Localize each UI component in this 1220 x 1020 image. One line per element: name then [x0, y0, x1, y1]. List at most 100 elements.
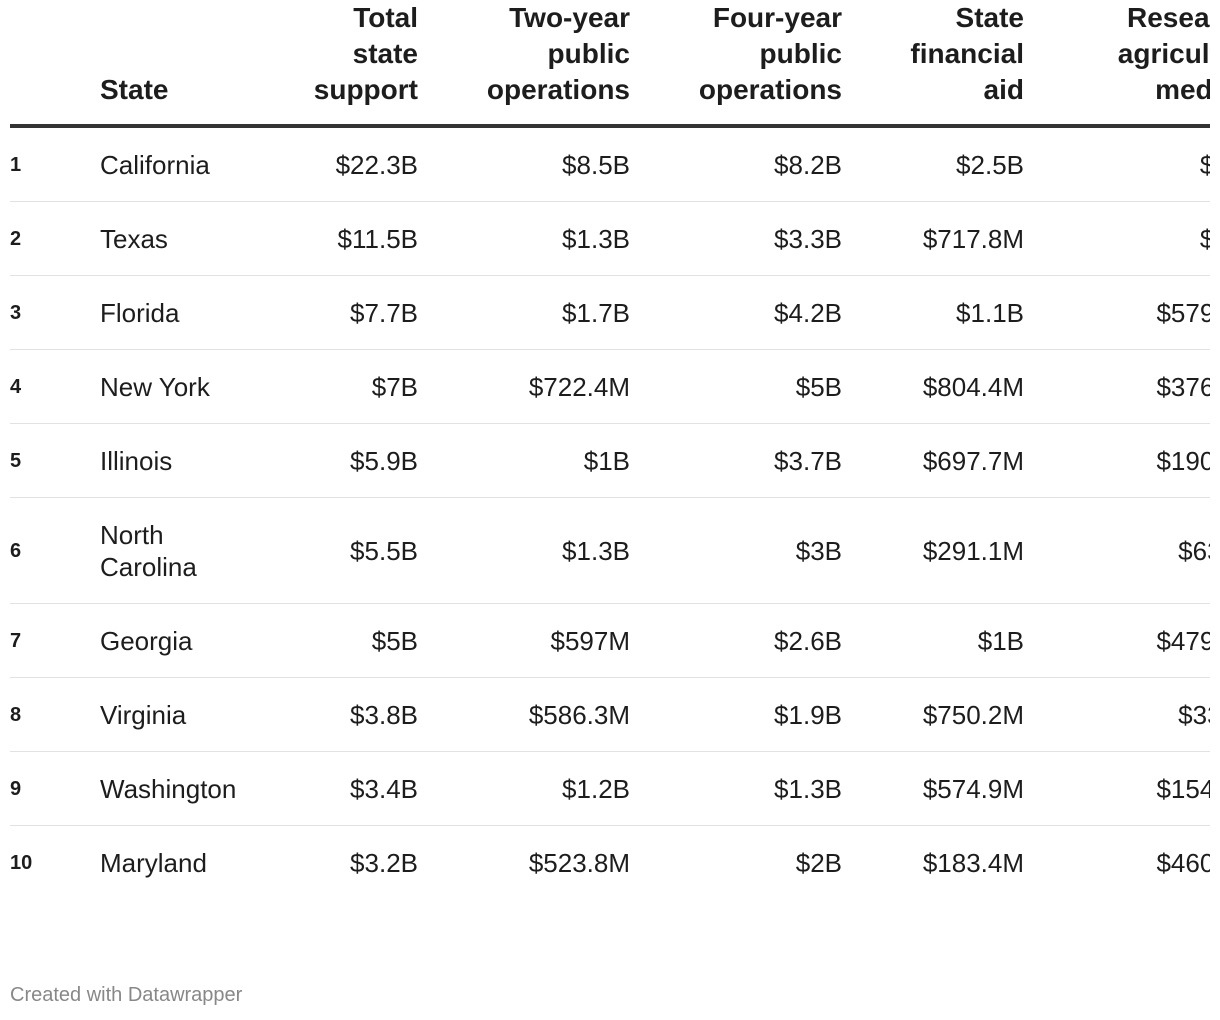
header-line: public	[759, 38, 842, 69]
value-cell: $804.4M	[842, 349, 1024, 424]
value-cell: $1B	[842, 603, 1024, 678]
value-cell: $460.3	[1156, 847, 1210, 878]
rank-cell: 5	[10, 423, 100, 498]
rank-cell: 8	[10, 677, 100, 752]
rank-cell: 7	[10, 603, 100, 678]
value-cell: $7B	[290, 349, 418, 424]
header-line: support	[313, 74, 418, 105]
state-cell: Washington	[100, 751, 290, 826]
value-cell: $4.2B	[630, 275, 842, 350]
value-cell: $579.4	[1024, 275, 1210, 350]
value-cell: $5.5B	[290, 497, 418, 604]
header-line: State	[100, 74, 169, 105]
value-cell: $586.3M	[418, 677, 630, 752]
state-cell: Maryland	[100, 847, 207, 878]
value-cell: $2B	[795, 847, 842, 878]
header-line: Total	[353, 2, 418, 33]
data-table: State Total state support Two-year public oper…	[10, 0, 1210, 899]
state-cell: Illinois	[100, 423, 290, 498]
value-cell: $1.1B	[842, 275, 1024, 350]
state-cell: North Carolina	[100, 497, 290, 604]
column-header: Four-year public operations	[630, 0, 842, 128]
state-cell: Georgia	[100, 603, 290, 678]
value-cell: $5B	[290, 603, 418, 678]
rank-cell: 10	[10, 851, 33, 874]
column-header: Two-year public operations	[418, 0, 630, 128]
value-cell: $1.	[1024, 126, 1210, 202]
value-cell: $1.3B	[418, 201, 630, 276]
value-cell: $154.5	[1024, 751, 1210, 826]
value-cell: $332	[1024, 677, 1210, 752]
value-cell: $3.8B	[290, 677, 418, 752]
column-header: Researc agricultu medic	[1024, 0, 1210, 128]
value-cell: $5B	[630, 349, 842, 424]
value-cell: $3.4B	[290, 751, 418, 826]
value-cell: $3.2B	[350, 847, 418, 878]
header-line: state	[352, 38, 418, 69]
table-container: State Total state support Two-year public oper…	[10, 0, 1210, 960]
header-line: financial	[910, 38, 1024, 69]
value-cell: $8.5B	[418, 126, 630, 202]
value-cell: $479.1	[1024, 603, 1210, 678]
value-cell: $574.9M	[842, 751, 1024, 826]
header-line: public	[547, 38, 630, 69]
value-cell: $8.2B	[630, 126, 842, 202]
state-cell: New York	[100, 349, 290, 424]
header-line: aid	[983, 74, 1024, 105]
value-cell: $1.3B	[418, 497, 630, 604]
value-cell: $597M	[418, 603, 630, 678]
rank-cell: 6	[10, 497, 100, 604]
state-cell: Texas	[100, 201, 290, 276]
column-header: State financial aid	[842, 0, 1024, 128]
header-line: Researc	[1127, 2, 1210, 33]
header-line: Two-year	[509, 2, 630, 33]
column-header: Total state support	[290, 0, 418, 128]
value-cell: $750.2M	[842, 677, 1024, 752]
value-cell: $22.3B	[290, 126, 418, 202]
value-cell: $2.	[1024, 201, 1210, 276]
header-line: State	[955, 2, 1024, 33]
state-cell: California	[100, 126, 290, 202]
rank-cell: 2	[10, 201, 100, 276]
header-line: agricultu	[1117, 38, 1210, 69]
value-cell: $5.9B	[290, 423, 418, 498]
column-header: State	[100, 0, 290, 128]
value-cell: $1B	[418, 423, 630, 498]
table-row: 10 Maryland $3.2B $523.8M $2B $183.4M $460.3	[10, 826, 1210, 900]
value-cell: $7.7B	[290, 275, 418, 350]
value-cell: $3.3B	[630, 201, 842, 276]
value-cell: $2.6B	[630, 603, 842, 678]
rank-cell: 1	[10, 126, 100, 202]
header-row: State Total state support Two-year public oper…	[10, 0, 1210, 128]
rank-cell: 4	[10, 349, 100, 424]
rank-cell: 9	[10, 751, 100, 826]
header-line: operations	[486, 74, 630, 105]
state-cell: Florida	[100, 275, 290, 350]
value-cell: $1.3B	[630, 751, 842, 826]
table-body: 1California$22.3B$8.5B$8.2B$2.5B$1.2Texa…	[10, 126, 1210, 899]
value-cell: $3.7B	[630, 423, 842, 498]
value-cell: $523.8M	[528, 847, 630, 878]
state-cell: Virginia	[100, 677, 290, 752]
value-cell: $697.7M	[842, 423, 1024, 498]
value-cell: $3B	[630, 497, 842, 604]
rank-cell: 3	[10, 275, 100, 350]
header-line: Four-year	[712, 2, 842, 33]
header-line: medic	[1155, 74, 1210, 105]
value-cell: $376.3	[1024, 349, 1210, 424]
value-cell: $291.1M	[842, 497, 1024, 604]
value-cell: $190.4	[1024, 423, 1210, 498]
value-cell: $722.4M	[418, 349, 630, 424]
value-cell: $183.4M	[922, 847, 1024, 878]
value-cell: $2.5B	[842, 126, 1024, 202]
value-cell: $1.2B	[418, 751, 630, 826]
column-header	[10, 0, 100, 128]
